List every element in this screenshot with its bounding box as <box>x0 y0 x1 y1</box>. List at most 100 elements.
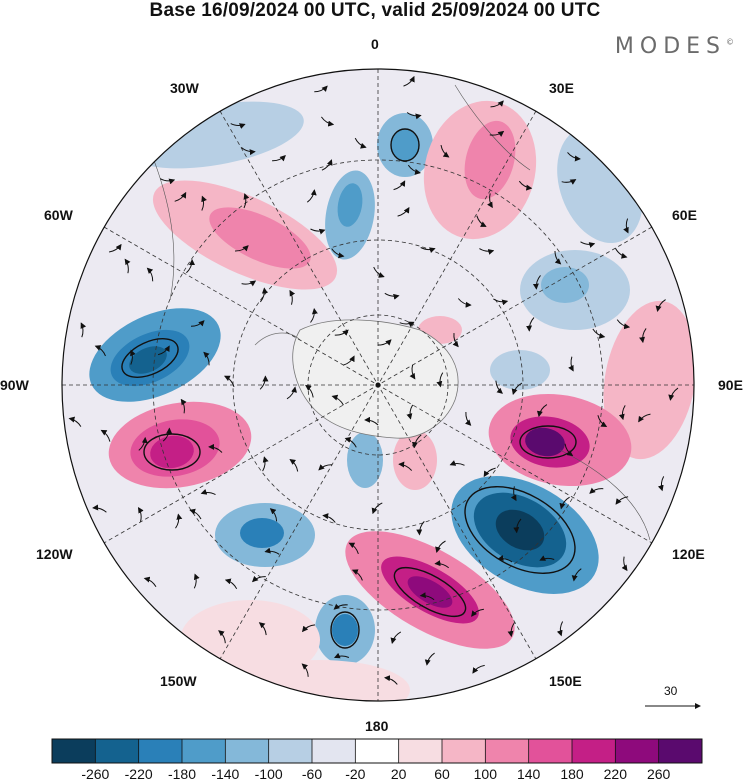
wind-vector <box>68 416 82 427</box>
colorbar-tick-label: -260 <box>81 766 110 782</box>
wind-vector <box>94 345 106 357</box>
anomaly-blob <box>391 129 419 161</box>
wind-vector <box>180 398 187 414</box>
colorbar-tick-label: 20 <box>390 766 407 782</box>
wind-vector <box>351 569 363 581</box>
wind-vector <box>159 178 176 185</box>
colorbar-swatch <box>442 739 486 763</box>
wind-vector <box>513 518 522 534</box>
wind-vector <box>384 292 400 300</box>
wind-vector <box>532 275 541 290</box>
wind-vector <box>186 259 196 274</box>
wind-vector <box>510 486 517 502</box>
wind-vector <box>406 404 414 420</box>
wind-vector <box>92 504 107 513</box>
wind-vector <box>409 364 416 380</box>
wind-vector <box>259 375 269 390</box>
wind-vector <box>218 630 226 644</box>
vector-scale-label: 30 <box>664 684 678 698</box>
wind-vector <box>457 298 472 308</box>
wind-vector <box>321 159 333 171</box>
wind-vector <box>109 243 122 253</box>
wind-vector <box>301 663 309 677</box>
wind-vector <box>411 434 422 449</box>
wind-vector <box>264 547 280 555</box>
wind-vector <box>618 405 626 421</box>
anomaly-blob <box>603 300 694 460</box>
wind-vector <box>493 298 509 306</box>
wind-vector <box>621 556 628 572</box>
wind-vector <box>310 228 326 235</box>
colorbar-swatch <box>398 739 443 763</box>
colorbar-swatch <box>572 739 616 763</box>
wind-vector <box>189 508 202 520</box>
wind-vector <box>554 250 562 265</box>
anomaly-blob <box>230 660 410 701</box>
wind-vector <box>258 622 267 636</box>
wind-vector <box>589 487 604 494</box>
wind-vector <box>333 652 350 659</box>
wind-vector <box>157 345 170 356</box>
anomaly-blob <box>393 430 437 490</box>
anomaly-blob <box>332 614 358 646</box>
wind-vector <box>655 299 666 312</box>
map-title: Base 16/09/2024 00 UTC, valid 25/09/2024… <box>149 0 601 21</box>
wind-vector <box>638 413 651 423</box>
wind-vector <box>208 443 223 453</box>
wind-vector <box>333 603 348 610</box>
meridian-label-90e: 90E <box>718 377 743 393</box>
wind-vector <box>440 145 450 158</box>
wind-vector <box>262 456 269 472</box>
copyright-mark: © <box>726 37 734 47</box>
wind-vector <box>539 555 555 561</box>
colorbar-labels: -260 -220 -180 -140 -100 -60 -20 20 60 100 140 180 2… <box>0 766 750 784</box>
wind-vector <box>616 319 631 330</box>
wind-vector <box>623 218 629 234</box>
wind-vector <box>334 329 349 336</box>
wind-vector <box>390 631 402 644</box>
colorbar-tick-label: -60 <box>301 766 323 782</box>
colorbar-tick-label: 220 <box>603 766 628 782</box>
meridian-label-30w: 30W <box>170 80 199 96</box>
wind-vector <box>580 241 596 248</box>
wind-vector <box>146 267 154 282</box>
wind-vector <box>272 155 286 162</box>
colorbar-tick-label: 60 <box>434 766 450 782</box>
wind-vector <box>407 164 421 175</box>
map-border <box>61 68 695 702</box>
wind-vector <box>416 521 425 536</box>
wind-vector <box>424 652 435 666</box>
wind-vector <box>241 147 256 156</box>
wind-vector <box>377 339 392 346</box>
wind-vector <box>289 459 299 472</box>
coastlines <box>149 84 651 541</box>
anomaly-blob <box>464 120 516 200</box>
meridian-label-180: 180 <box>365 718 389 734</box>
anomaly-blob <box>490 350 550 390</box>
colorbar <box>51 738 703 764</box>
anomaly-blob <box>525 427 565 457</box>
wind-vector <box>518 180 533 191</box>
anomaly-blob <box>240 518 284 548</box>
modes-logo: MODES© <box>615 34 734 59</box>
wind-vector <box>100 429 111 442</box>
wind-vector <box>193 573 200 589</box>
wind-vector <box>568 356 574 372</box>
colorbar-tick-label: 100 <box>473 766 498 782</box>
wind-vector <box>393 180 406 191</box>
wind-vector <box>615 248 628 259</box>
wind-vector <box>615 496 629 505</box>
colorbar-tick-label: -100 <box>254 766 283 782</box>
meridian-label-150e: 150E <box>549 673 582 689</box>
wind-vector <box>489 130 505 137</box>
wind-vector <box>318 464 333 471</box>
wind-vector <box>384 675 398 685</box>
wind-vector <box>305 384 314 398</box>
wind-vector <box>668 387 679 401</box>
wind-vector <box>286 386 297 400</box>
meridian-label-90w: 90W <box>0 377 29 393</box>
wind-vector <box>399 321 415 328</box>
wind-vector <box>556 621 564 637</box>
wind-vector <box>657 476 665 492</box>
meridian-label-30e: 30E <box>549 80 574 96</box>
